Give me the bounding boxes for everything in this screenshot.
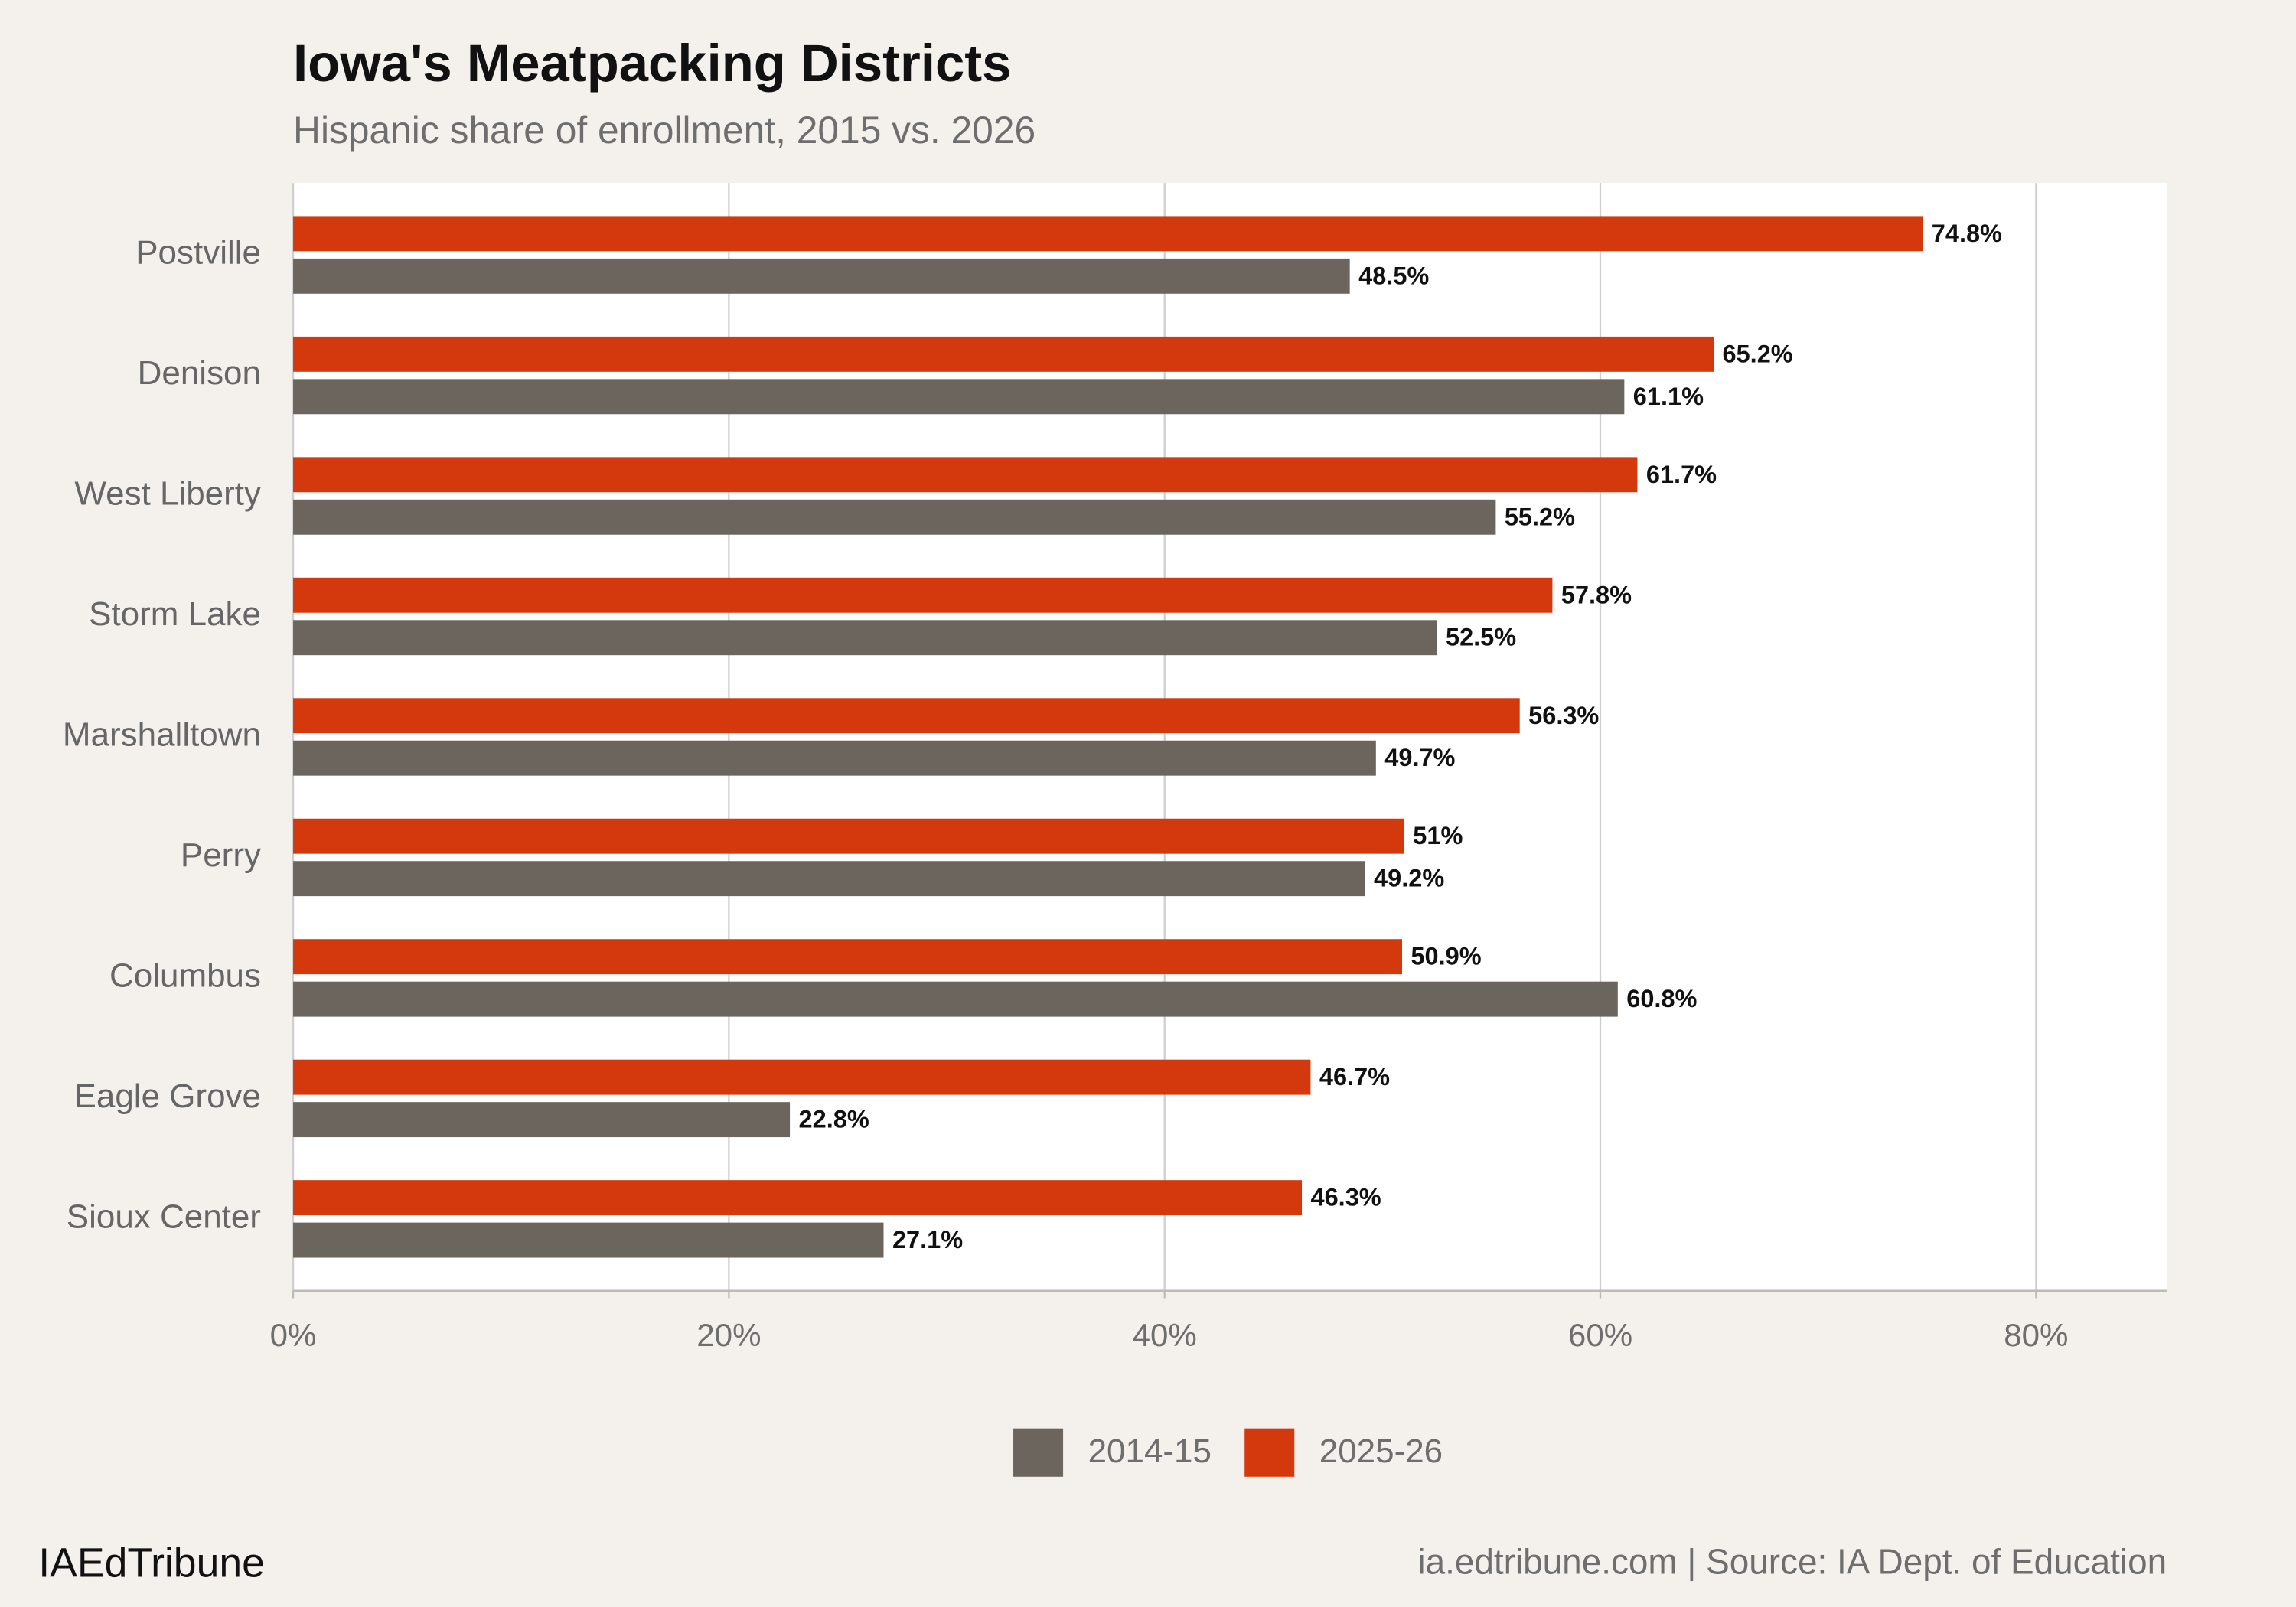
value-label: 48.5% <box>1358 262 1429 289</box>
value-label: 55.2% <box>1505 503 1575 530</box>
x-tick-label: 0% <box>270 1317 317 1353</box>
legend-swatch <box>1244 1428 1295 1477</box>
chart-subtitle: Hispanic share of enrollment, 2015 vs. 2… <box>293 109 1035 152</box>
y-tick-label: Perry <box>181 836 261 874</box>
y-tick-label: Sioux Center <box>67 1198 261 1235</box>
x-tick-label: 60% <box>1568 1317 1632 1353</box>
value-label: 61.7% <box>1646 461 1717 488</box>
value-label: 49.2% <box>1374 865 1444 892</box>
value-label: 61.1% <box>1633 383 1704 410</box>
value-label: 51% <box>1413 822 1463 849</box>
bar <box>293 939 1402 975</box>
bar <box>293 1059 1311 1095</box>
y-tick-label: West Liberty <box>74 475 261 513</box>
bar <box>293 698 1520 734</box>
x-tick-label: 40% <box>1133 1317 1197 1353</box>
x-tick-label: 80% <box>2004 1317 2068 1353</box>
value-label: 65.2% <box>1723 340 1793 367</box>
legend-label: 2025-26 <box>1319 1433 1443 1470</box>
legend-swatch <box>1013 1428 1064 1477</box>
bar <box>293 1222 884 1258</box>
x-tick-label: 20% <box>696 1317 761 1353</box>
y-tick-label: Marshalltown <box>63 716 261 754</box>
bar <box>293 258 1350 294</box>
bar <box>293 499 1496 535</box>
bar <box>293 457 1638 493</box>
bar <box>293 1180 1303 1216</box>
bar <box>293 981 1618 1017</box>
value-label: 52.5% <box>1446 624 1516 651</box>
value-label: 74.8% <box>1932 220 2002 247</box>
y-tick-label: Columbus <box>109 957 261 995</box>
value-label: 46.7% <box>1319 1063 1390 1090</box>
y-tick-label: Eagle Grove <box>74 1077 261 1115</box>
value-label: 56.3% <box>1528 702 1599 729</box>
bar <box>293 818 1404 854</box>
y-tick-label: Storm Lake <box>89 595 261 633</box>
value-label: 27.1% <box>892 1226 963 1253</box>
bar <box>293 740 1376 776</box>
value-label: 57.8% <box>1561 581 1632 608</box>
bar <box>293 216 1923 252</box>
value-label: 60.8% <box>1626 985 1697 1012</box>
bar <box>293 336 1714 372</box>
bar <box>293 379 1625 415</box>
footer-brand: IAEdTribune <box>38 1541 265 1586</box>
chart-title: Iowa's Meatpacking Districts <box>293 34 1011 93</box>
bar <box>293 1102 791 1138</box>
legend-label: 2014-15 <box>1088 1433 1212 1470</box>
y-tick-label: Denison <box>138 354 261 392</box>
bar <box>293 861 1365 897</box>
footer-source: ia.edtribune.com | Source: IA Dept. of E… <box>1417 1542 2167 1582</box>
y-tick-label: Postville <box>135 234 261 272</box>
value-label: 46.3% <box>1311 1184 1381 1211</box>
value-label: 22.8% <box>799 1106 869 1133</box>
value-label: 49.7% <box>1384 744 1455 771</box>
value-label: 50.9% <box>1411 943 1481 970</box>
bar <box>293 620 1437 656</box>
bar <box>293 577 1553 613</box>
